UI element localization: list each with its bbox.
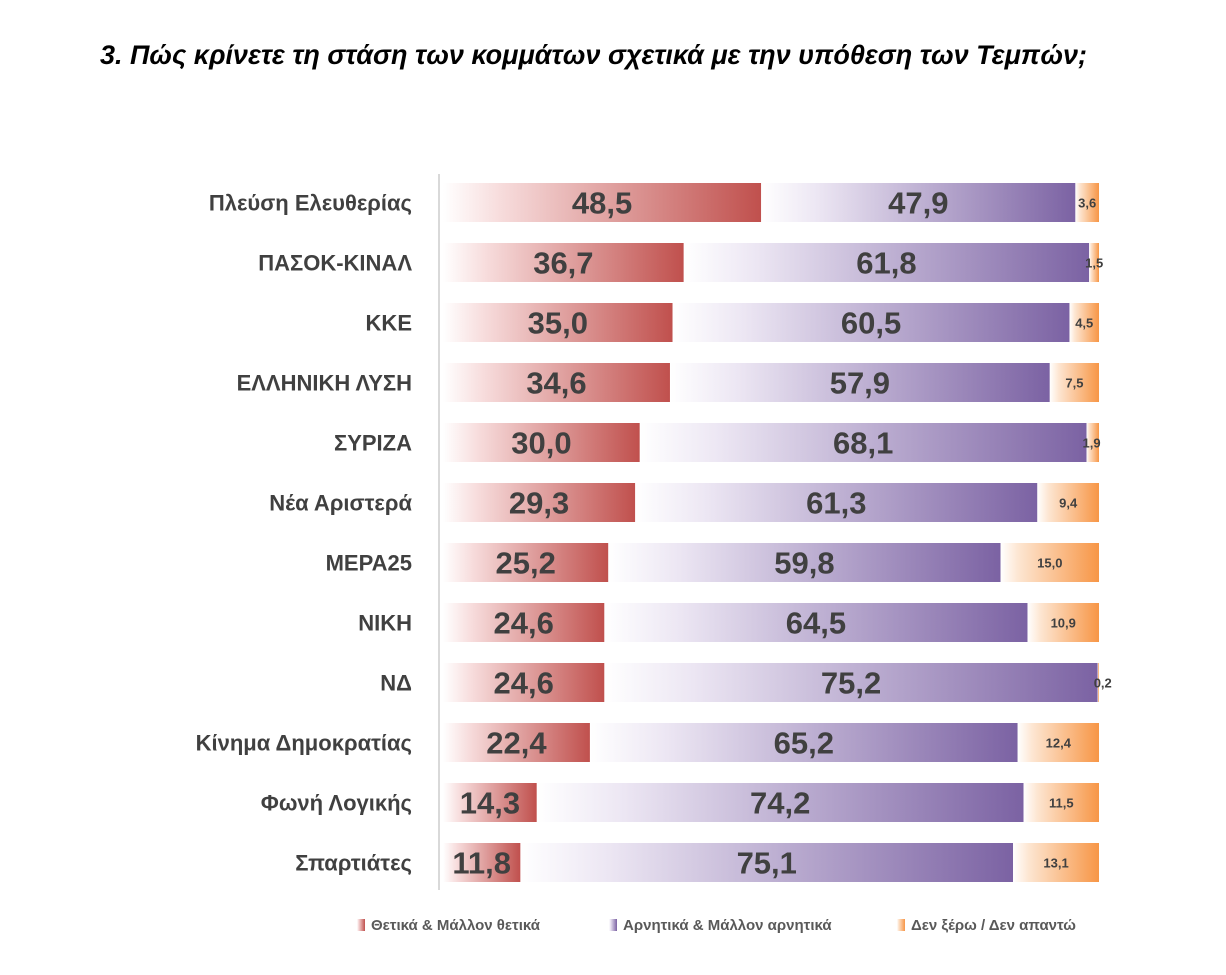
data-label: 47,9 <box>888 186 948 221</box>
data-label: 25,2 <box>495 546 555 581</box>
data-label: 36,7 <box>533 246 593 281</box>
category-label: ΠΑΣΟΚ-ΚΙΝΑΛ <box>258 251 412 276</box>
data-label: 15,0 <box>1037 556 1062 571</box>
category-label: ΝΔ <box>380 671 412 696</box>
bar-segment <box>443 543 609 582</box>
bar-segment <box>443 663 605 702</box>
data-label: 68,1 <box>833 426 893 461</box>
bar-segment <box>1017 723 1099 762</box>
data-label: 35,0 <box>528 306 588 341</box>
data-label: 1,5 <box>1085 256 1103 271</box>
bar-segment <box>669 363 1050 402</box>
category-label: Νέα Αριστερά <box>269 491 412 516</box>
legend-swatch <box>609 919 617 931</box>
data-label: 74,2 <box>750 786 810 821</box>
data-label: 61,8 <box>856 246 916 281</box>
data-labels: 48,5 47,9 3,6 36,7 61,8 1,5 35,0 60,5 4,5 34,6 57,… <box>452 186 1111 881</box>
legend-swatch <box>897 919 905 931</box>
legend-label: Δεν ξέρω / Δεν απαντώ <box>911 917 1076 934</box>
data-label: 64,5 <box>786 606 846 641</box>
bar-segment <box>761 183 1076 222</box>
bar-segment <box>443 783 537 822</box>
category-label: Φωνή Λογικής <box>261 791 412 816</box>
legend: Θετικά & Μάλλον θετικά Αρνητικά & Μάλλον … <box>357 917 1076 934</box>
data-label: 29,3 <box>509 486 569 521</box>
data-label: 34,6 <box>526 366 586 401</box>
bar-segments <box>443 183 1099 882</box>
data-label: 24,6 <box>494 606 554 641</box>
data-label: 24,6 <box>494 666 554 701</box>
chart-title: 3. Πώς κρίνετε τη στάση των κομμάτων σχε… <box>100 40 1088 70</box>
bar-segment <box>443 183 762 222</box>
bar-segment <box>1069 303 1099 342</box>
category-label: ΝΙΚΗ <box>358 611 412 636</box>
data-label: 14,3 <box>460 786 520 821</box>
data-label: 9,4 <box>1059 496 1078 511</box>
data-label: 1,9 <box>1083 436 1101 451</box>
data-label: 30,0 <box>511 426 571 461</box>
data-label: 0,2 <box>1094 676 1112 691</box>
legend-label: Αρνητικά & Μάλλον αρνητικά <box>623 917 832 934</box>
bar-segment <box>604 663 1098 702</box>
bar-segment <box>1049 363 1099 402</box>
data-label: 7,5 <box>1065 376 1083 391</box>
data-label: 48,5 <box>572 186 632 221</box>
bar-segment <box>536 783 1024 822</box>
bar-segment <box>1023 783 1099 822</box>
data-label: 3,6 <box>1078 196 1096 211</box>
bar-segment <box>1075 183 1099 222</box>
bar-segment <box>443 603 605 642</box>
bar-segment <box>1086 423 1099 462</box>
category-label: Κίνημα Δημοκρατίας <box>196 731 412 756</box>
data-label: 11,5 <box>1049 796 1074 811</box>
data-label: 75,1 <box>737 846 797 881</box>
bar-segment <box>604 603 1028 642</box>
bar-segment <box>1097 663 1099 702</box>
bar-segment <box>589 723 1018 762</box>
bar-segment <box>443 303 673 342</box>
category-label: ΜΕΡΑ25 <box>326 551 412 576</box>
data-label: 57,9 <box>830 366 890 401</box>
category-label: Πλεύση Ελευθερίας <box>209 191 412 216</box>
bar-segment <box>1037 483 1099 522</box>
bar-segment <box>443 723 590 762</box>
category-label: ΕΛΛΗΝΙΚΗ ΛΥΣΗ <box>237 371 412 396</box>
category-labels: Πλεύση Ελευθερίας ΠΑΣΟΚ-ΚΙΝΑΛ ΚΚΕ ΕΛΛΗΝΙΚΗ … <box>196 191 413 876</box>
bar-segment <box>1000 543 1099 582</box>
category-label: ΚΚΕ <box>366 311 412 336</box>
bar-segment <box>608 543 1001 582</box>
data-label: 13,1 <box>1043 856 1068 871</box>
bar-segment <box>683 243 1090 282</box>
bar-segment <box>443 363 670 402</box>
legend-label: Θετικά & Μάλλον θετικά <box>371 917 541 934</box>
data-label: 10,9 <box>1051 616 1076 631</box>
data-label: 22,4 <box>486 726 547 761</box>
data-label: 11,8 <box>452 846 511 881</box>
bar-segment <box>672 303 1070 342</box>
bar-segment <box>443 483 636 522</box>
data-label: 61,3 <box>806 486 866 521</box>
bar-segment <box>635 483 1038 522</box>
bar-segment <box>443 843 521 882</box>
data-label: 4,5 <box>1075 316 1093 331</box>
bar-segment <box>443 243 684 282</box>
legend-swatch <box>357 919 365 931</box>
data-label: 75,2 <box>821 666 881 701</box>
category-label: Σπαρτιάτες <box>295 851 412 876</box>
category-label: ΣΥΡΙΖΑ <box>334 431 412 456</box>
data-label: 59,8 <box>774 546 834 581</box>
bar-segment <box>520 843 1014 882</box>
data-label: 65,2 <box>774 726 834 761</box>
bar-segment <box>639 423 1087 462</box>
bar-segment <box>1013 843 1099 882</box>
data-label: 12,4 <box>1046 736 1072 751</box>
bar-segment <box>1027 603 1099 642</box>
bar-segment <box>443 423 640 462</box>
data-label: 60,5 <box>841 306 901 341</box>
bar-segment <box>1089 243 1099 282</box>
